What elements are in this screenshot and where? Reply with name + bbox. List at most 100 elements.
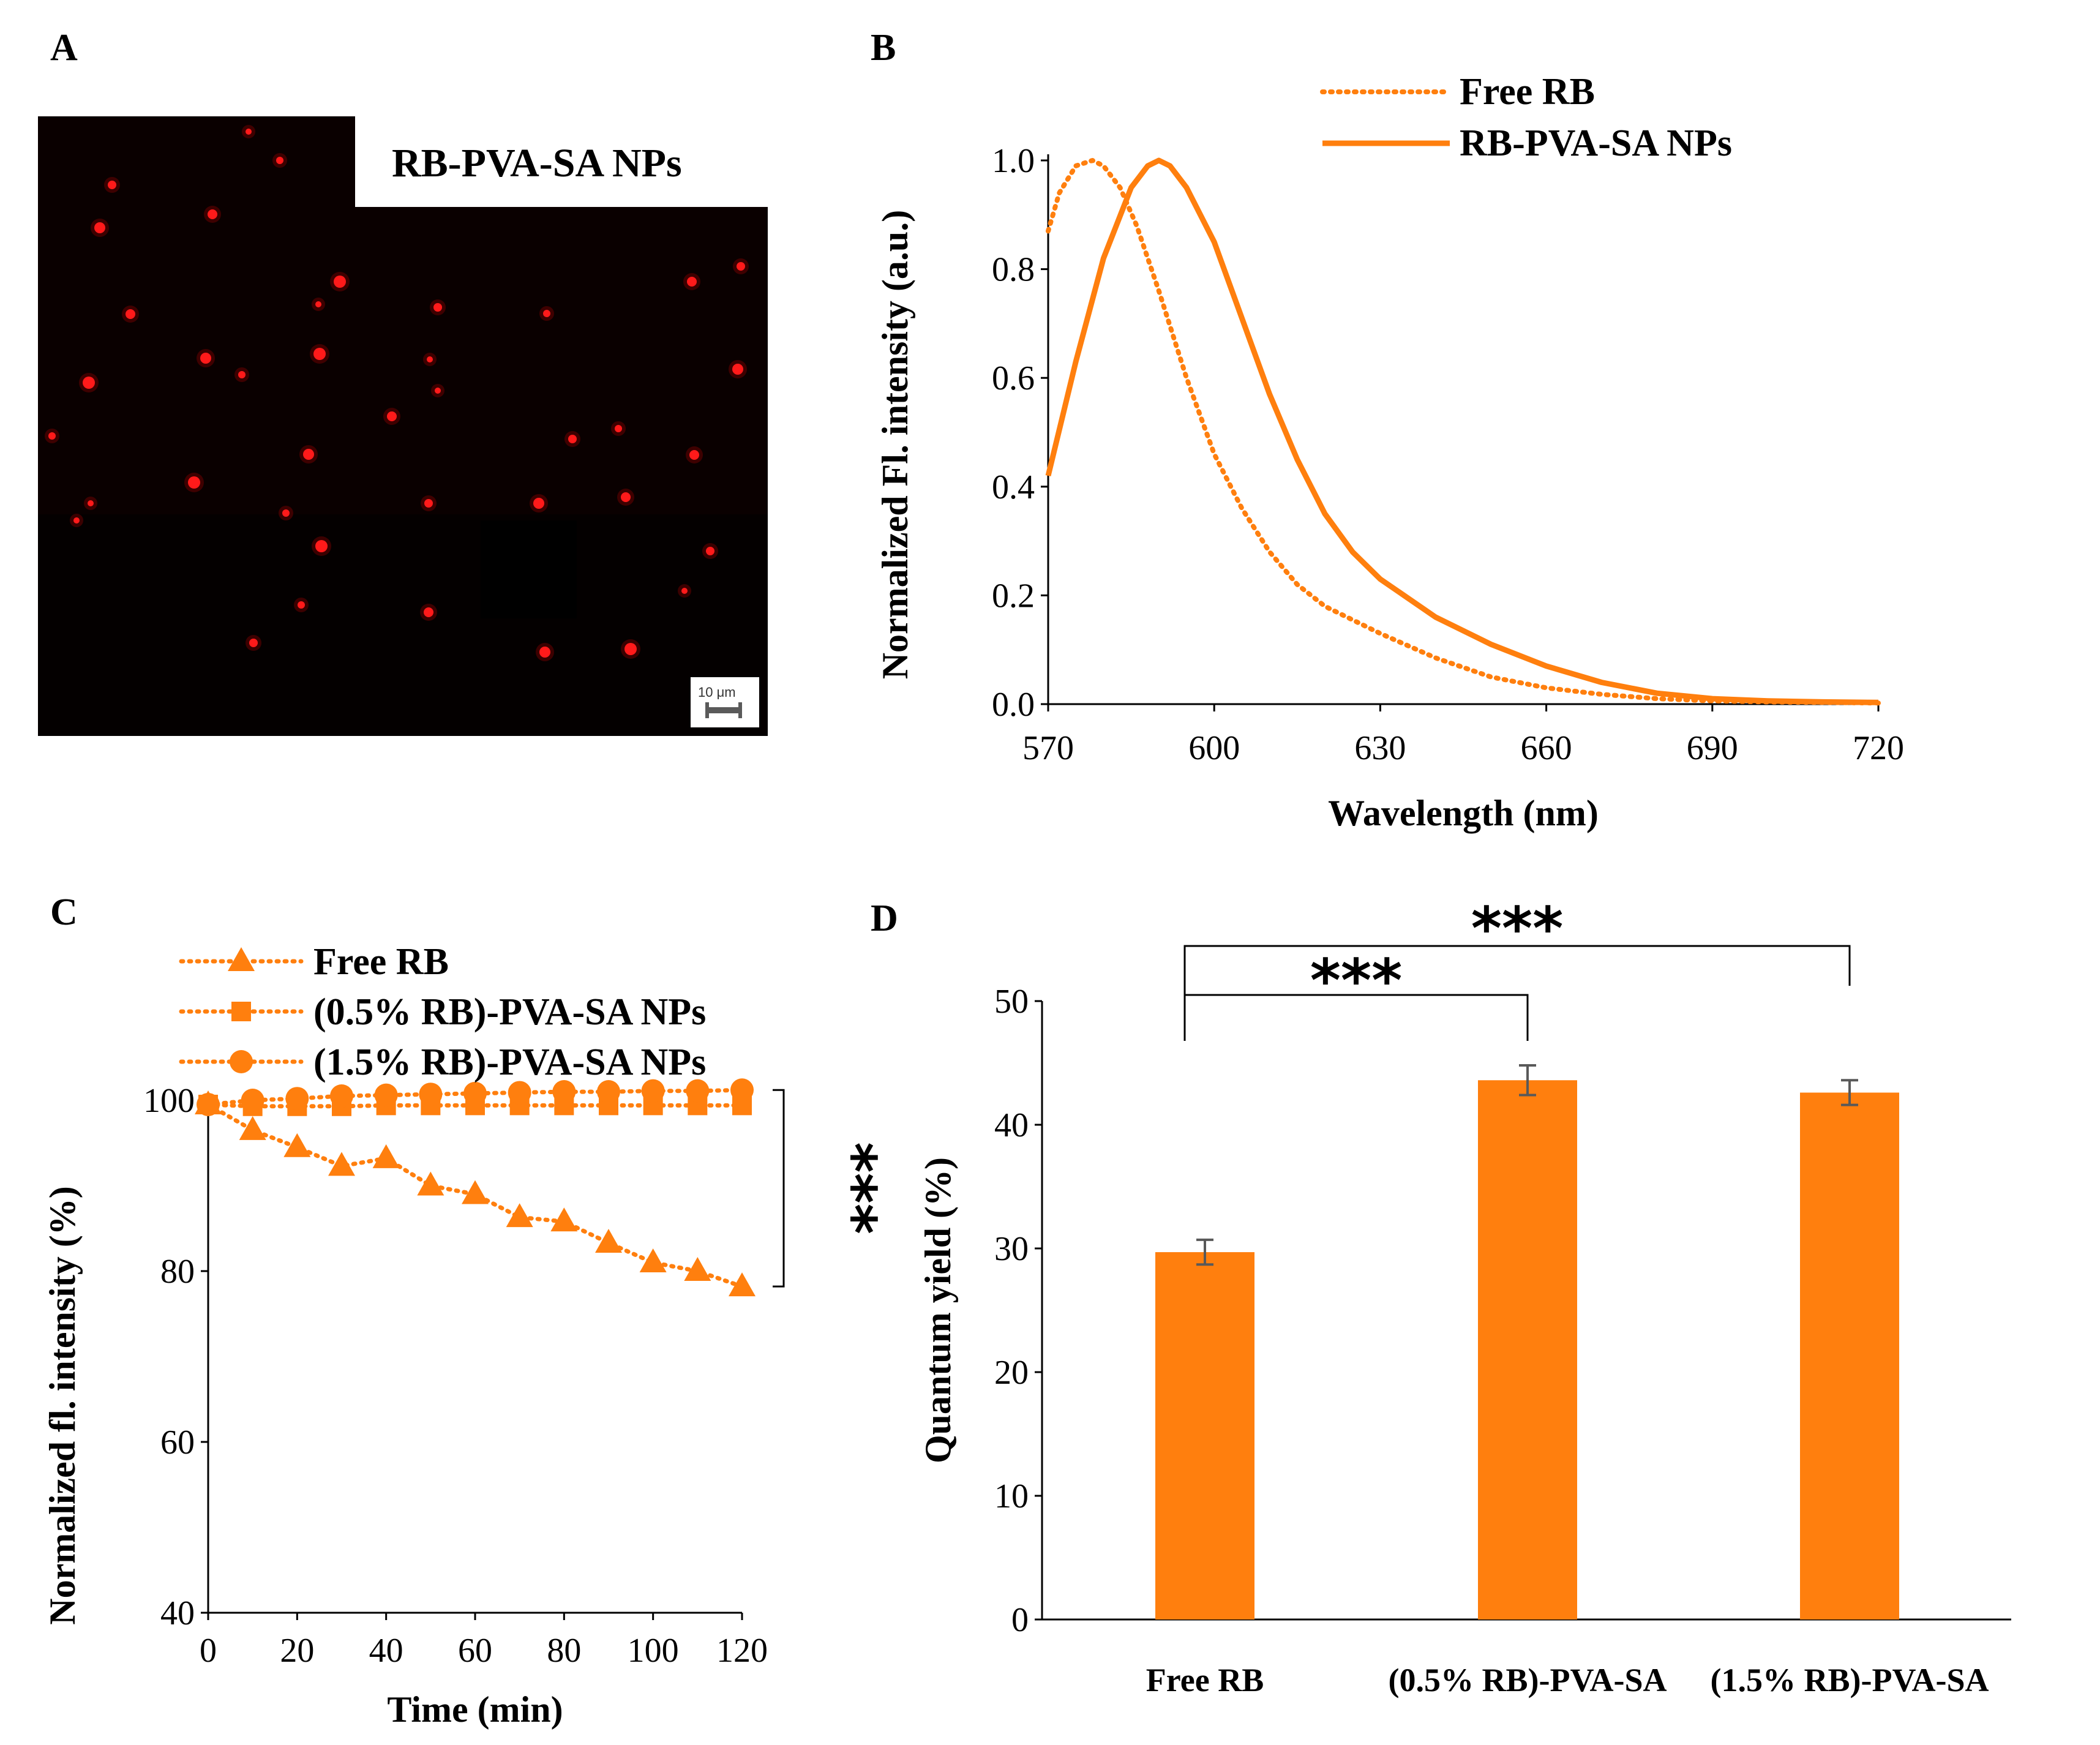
- data-point-triangle: [506, 1203, 533, 1228]
- y-tick-label: 0.0: [992, 686, 1035, 724]
- legend-label-1: (0.5% RB)-PVA-SA NPs: [313, 991, 706, 1033]
- panel-b-spectrum-chart: 0.0 0.2 0.4 0.6 0.8 1.0 570 600 630 660 690 720 Wave…: [875, 71, 1904, 833]
- panel-d-letter: D: [871, 898, 898, 939]
- significance-bracket-0: [1183, 994, 1529, 1041]
- particle: [624, 643, 637, 655]
- x-tick-label: 20: [280, 1632, 314, 1670]
- x-tick-label: 600: [1188, 729, 1240, 767]
- particle: [246, 129, 252, 135]
- particle: [208, 209, 217, 219]
- y-tick-label: 0: [1011, 1601, 1029, 1639]
- data-point-triangle: [729, 1272, 756, 1297]
- particle: [298, 601, 305, 609]
- legend-label-0: Free RB: [313, 941, 449, 983]
- data-point-triangle: [462, 1180, 489, 1204]
- y-tick-label: 0.8: [992, 251, 1035, 289]
- legend-marker-1: [231, 1002, 251, 1021]
- y-tick-label: 40: [160, 1594, 195, 1632]
- x-tick-label: 80: [547, 1632, 581, 1670]
- particle: [387, 411, 397, 421]
- particle: [687, 277, 697, 287]
- data-point-triangle: [239, 1116, 266, 1140]
- series-line-0: [1046, 158, 1881, 706]
- data-point-triangle: [417, 1171, 444, 1196]
- data-point-circle: [552, 1080, 576, 1104]
- legend-label-0: Free RB: [1460, 71, 1595, 113]
- data-point-circle: [730, 1078, 754, 1102]
- panel-a-label: RB-PVA-SA NPs: [392, 141, 682, 186]
- particle: [73, 517, 80, 524]
- bar-1: [1478, 1080, 1577, 1619]
- particle: [238, 371, 246, 378]
- y-tick-label: 0.2: [992, 577, 1035, 615]
- particle: [94, 222, 105, 233]
- data-point-triangle: [550, 1207, 578, 1232]
- y-tick-label: 0.6: [992, 359, 1035, 397]
- y-tick-label: 30: [994, 1230, 1029, 1268]
- panel-c-letter: C: [50, 891, 78, 933]
- particle: [126, 309, 135, 319]
- data-point-circle: [641, 1079, 665, 1103]
- data-point-circle: [419, 1083, 443, 1106]
- data-point-triangle: [639, 1248, 667, 1273]
- particle: [188, 476, 200, 489]
- y-tick-label: 40: [994, 1106, 1029, 1144]
- panel-a-letter: A: [50, 27, 78, 69]
- particle: [737, 262, 745, 271]
- x-tick-label: 660: [1521, 729, 1572, 767]
- x-tick-label: 630: [1354, 729, 1406, 767]
- y-axis-title: Quantum yield (%): [918, 1157, 958, 1463]
- significance-label: ***: [820, 1142, 888, 1234]
- particle: [427, 356, 433, 362]
- y-tick-label: 1.0: [992, 142, 1035, 180]
- legend-label-2: (1.5% RB)-PVA-SA NPs: [313, 1041, 706, 1083]
- data-point-circle: [463, 1081, 487, 1105]
- particle: [424, 499, 433, 508]
- particle: [615, 425, 622, 432]
- scale-bar: 10 μm: [691, 677, 759, 727]
- particle: [313, 348, 326, 360]
- data-point-circle: [374, 1083, 398, 1107]
- data-point-circle: [197, 1092, 220, 1116]
- data-point-circle: [597, 1080, 620, 1104]
- x-axis-title: Wavelength (nm): [1328, 793, 1599, 833]
- series-line-1: [1045, 157, 1879, 705]
- x-axis-title: Time (min): [387, 1689, 563, 1730]
- data-point-circle: [508, 1081, 531, 1105]
- y-tick-label: 100: [143, 1082, 195, 1120]
- particle: [621, 492, 631, 502]
- particle: [681, 588, 688, 594]
- particle: [276, 157, 283, 164]
- panel-b-letter: B: [871, 27, 896, 69]
- panel-d-quantum-yield-chart: 0 10 20 30 40 50 Quantum yield (%) Free RB (0.5%…: [918, 895, 2011, 1698]
- data-point-circle: [686, 1079, 710, 1103]
- data-point-triangle: [328, 1152, 355, 1176]
- particle: [433, 303, 442, 312]
- particle: [706, 547, 714, 555]
- x-tick-label: 100: [628, 1632, 679, 1670]
- particle: [48, 432, 56, 440]
- particle: [315, 540, 328, 552]
- data-point-triangle: [283, 1133, 311, 1157]
- particle: [334, 276, 346, 288]
- y-tick-label: 80: [160, 1253, 195, 1291]
- data-point-triangle: [372, 1144, 400, 1168]
- legend-marker-2: [230, 1050, 253, 1073]
- legend-marker-0: [228, 947, 255, 971]
- y-tick-label: 50: [994, 983, 1029, 1021]
- particle: [200, 353, 211, 364]
- data-point-circle: [241, 1089, 264, 1112]
- particle: [83, 377, 95, 389]
- x-tick-label: 60: [458, 1632, 492, 1670]
- y-tick-label: 10: [994, 1477, 1029, 1515]
- data-point-circle: [330, 1084, 353, 1108]
- x-tick-label: 120: [716, 1632, 768, 1670]
- category-label-2: (1.5% RB)-PVA-SA: [1711, 1662, 1989, 1698]
- bar-2: [1800, 1092, 1899, 1619]
- significance-label-0: ***: [1310, 947, 1403, 1015]
- category-label-0: Free RB: [1146, 1662, 1264, 1698]
- y-axis-title: Normalized Fl. intensity (a.u.): [875, 210, 915, 680]
- panel-c-photostability-chart: 40 60 80 100 0 20 40 60 80 100 120 Time (min) Normal…: [42, 941, 888, 1730]
- y-tick-label: 0.4: [992, 468, 1035, 506]
